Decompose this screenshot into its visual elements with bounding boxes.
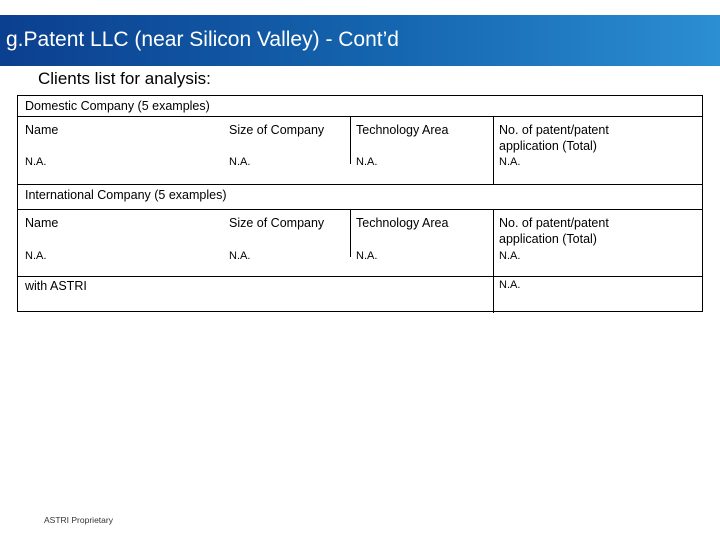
international-cell-patents: N.A. (499, 250, 521, 262)
slide-title: g.Patent LLC (near Silicon Valley) - Con… (6, 28, 399, 51)
domestic-cell-patents: N.A. (499, 156, 521, 168)
table-divider (18, 116, 702, 117)
domestic-cell-size: N.A. (229, 156, 251, 168)
table-divider (18, 276, 702, 277)
domestic-header-tech: Technology Area (356, 123, 449, 137)
international-header-patents: No. of patent/patent application (Total) (499, 216, 609, 246)
international-cell-size: N.A. (229, 250, 251, 262)
slide-subtitle: Clients list for analysis: (38, 69, 211, 88)
domestic-header-name: Name (25, 123, 59, 137)
international-header-tech: Technology Area (356, 216, 449, 230)
table-divider (493, 209, 494, 313)
astri-row-label: with ASTRI (25, 279, 87, 293)
international-cell-name: N.A. (25, 250, 47, 262)
astri-row-value: N.A. (499, 279, 521, 291)
table-divider (493, 116, 494, 184)
international-cell-tech: N.A. (356, 250, 378, 262)
table-divider (18, 209, 702, 210)
domestic-header-size: Size of Company (229, 123, 325, 137)
title-bar: g.Patent LLC (near Silicon Valley) - Con… (0, 15, 720, 66)
domestic-header-patents: No. of patent/patent application (Total) (499, 123, 609, 153)
international-header-name: Name (25, 216, 59, 230)
international-header-size: Size of Company (229, 216, 325, 230)
clients-table: Domestic Company (5 examples) Name Size … (17, 95, 703, 313)
table-divider (18, 184, 702, 185)
table-divider (350, 116, 351, 164)
domestic-cell-tech: N.A. (356, 156, 378, 168)
footer-proprietary: ASTRI Proprietary (44, 515, 113, 525)
table-divider (350, 209, 351, 257)
international-section-label: International Company (5 examples) (25, 188, 227, 202)
domestic-cell-name: N.A. (25, 156, 47, 168)
domestic-section-label: Domestic Company (5 examples) (25, 99, 210, 113)
